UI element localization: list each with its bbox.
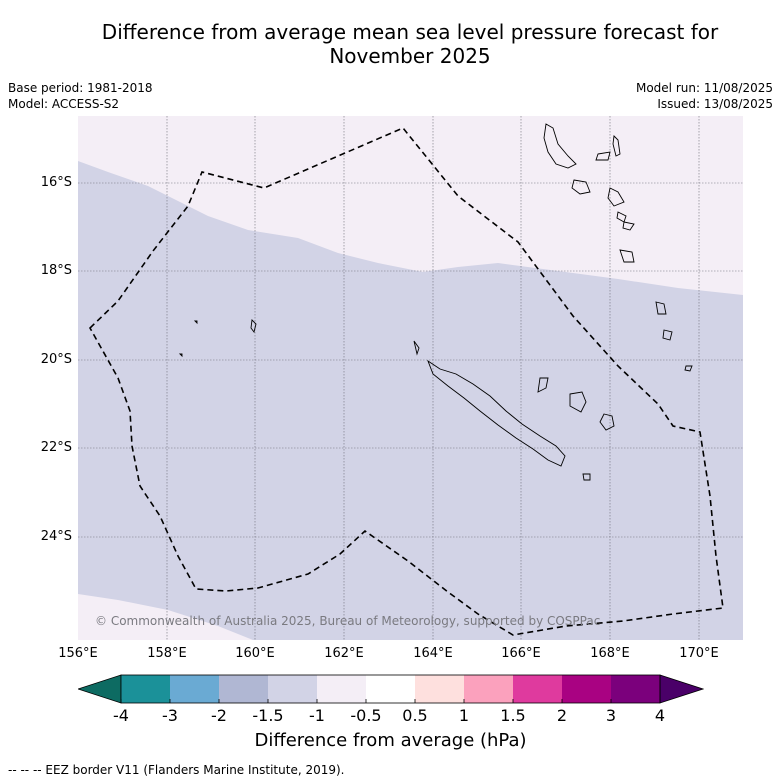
colorbar-swatch: [170, 675, 219, 703]
lat-label-18s: 18°S: [40, 263, 72, 278]
land-outlines: [178, 123, 693, 481]
lon-label-170e: 170°E: [679, 646, 719, 661]
colorbar-tick-label: -2: [211, 706, 227, 725]
colorbar-svg: [76, 674, 705, 704]
model-text: Model: ACCESS-S2: [8, 97, 120, 111]
colorbar-swatch: [611, 675, 660, 703]
lat-label-20s: 20°S: [40, 352, 72, 367]
copyright-text: © Commonwealth of Australia 2025, Bureau…: [95, 614, 601, 628]
vanuatu-espiritu-santo: [543, 123, 577, 169]
lon-label-156e: 156°E: [58, 646, 98, 661]
colorbar-swatch: [366, 675, 415, 703]
graticule: [78, 116, 743, 640]
colorbar-ticks: [120, 699, 661, 703]
new-caledonia-mainland: [427, 359, 566, 467]
meta-left: Base period: 1981-2018 Model: ACCESS-S2: [8, 80, 153, 112]
matthew-island: [684, 365, 693, 372]
colorbar-swatch: [121, 675, 170, 703]
colorbar-tick-label: -1.5: [252, 706, 284, 725]
vanuatu-malakula: [571, 179, 591, 195]
loyalty-islands-lifou: [569, 391, 587, 413]
lon-label-164e: 164°E: [413, 646, 453, 661]
colorbar-extend-low: [76, 674, 122, 704]
lon-label-158e: 158°E: [147, 646, 187, 661]
vanuatu-efate: [622, 221, 635, 231]
colorbar-tick-label: -0.5: [350, 706, 382, 725]
title-line-2: November 2025: [329, 44, 491, 68]
lat-label-24s: 24°S: [40, 529, 72, 544]
lon-label-162e: 162°E: [324, 646, 364, 661]
base-period-text: Base period: 1981-2018: [8, 81, 153, 95]
colorbar: [76, 674, 705, 708]
weak-anomaly-field-south: [78, 594, 253, 640]
colorbar-tick-label: 1.5: [500, 706, 526, 725]
weak-anomaly-field-north: [78, 116, 743, 295]
vanuatu-tanna: [655, 301, 667, 315]
lon-label-166e: 166°E: [501, 646, 541, 661]
vanuatu-ambrym-epi: [607, 187, 625, 207]
colorbar-tick-label: -4: [113, 706, 129, 725]
map-panel: [78, 116, 743, 640]
colorbar-swatch: [562, 675, 611, 703]
lon-label-168e: 168°E: [590, 646, 630, 661]
colorbar-tick-label: 4: [654, 706, 666, 725]
vanuatu-ambae: [595, 151, 611, 161]
chesterfield-reef-north: [193, 320, 198, 325]
colorbar-tick-label: -1: [309, 706, 325, 725]
loyalty-islands-mare: [599, 413, 615, 431]
colorbar-tick-label: 3: [605, 706, 617, 725]
lat-label-16s: 16°S: [40, 175, 72, 190]
eez-border: [89, 127, 724, 636]
colorbar-swatch: [415, 675, 464, 703]
chesterfield-islets: [250, 319, 257, 334]
vanuatu-aneityum: [662, 329, 673, 341]
chesterfield-reef-south: [178, 353, 183, 358]
map-svg: [78, 116, 743, 640]
colorbar-swatch: [317, 675, 366, 703]
colorbar-swatch: [219, 675, 268, 703]
colorbar-tick-label: -3: [162, 706, 178, 725]
isle-of-pines: [582, 473, 591, 481]
colorbar-swatch: [464, 675, 513, 703]
model-run-text: Model run: 11/08/2025: [635, 81, 773, 95]
issued-text: Issued: 13/08/2025: [657, 97, 773, 111]
chart-title: Difference from average mean sea level p…: [60, 20, 760, 68]
colorbar-swatches: [76, 674, 705, 704]
colorbar-frame: [120, 674, 661, 704]
colorbar-extend-high: [659, 674, 705, 704]
colorbar-tick-label: 1: [458, 706, 470, 725]
loyalty-islands-ouvea: [537, 377, 549, 393]
colorbar-swatch: [268, 675, 317, 703]
colorbar-swatch: [513, 675, 562, 703]
lat-label-22s: 22°S: [40, 440, 72, 455]
title-line-1: Difference from average mean sea level p…: [101, 20, 719, 44]
reef-islet: [413, 340, 420, 356]
vanuatu-erromango: [619, 249, 635, 263]
colorbar-title: Difference from average (hPa): [254, 730, 527, 751]
lon-label-160e: 160°E: [235, 646, 275, 661]
colorbar-tick-label: 0.5: [402, 706, 428, 725]
vanuatu-maewo: [612, 135, 621, 157]
eez-footnote: -- -- -- EEZ border V11 (Flanders Marine…: [8, 763, 345, 777]
colorbar-tick-label: 2: [556, 706, 568, 725]
meta-right: Model run: 11/08/2025 Issued: 13/08/2025: [636, 80, 773, 112]
